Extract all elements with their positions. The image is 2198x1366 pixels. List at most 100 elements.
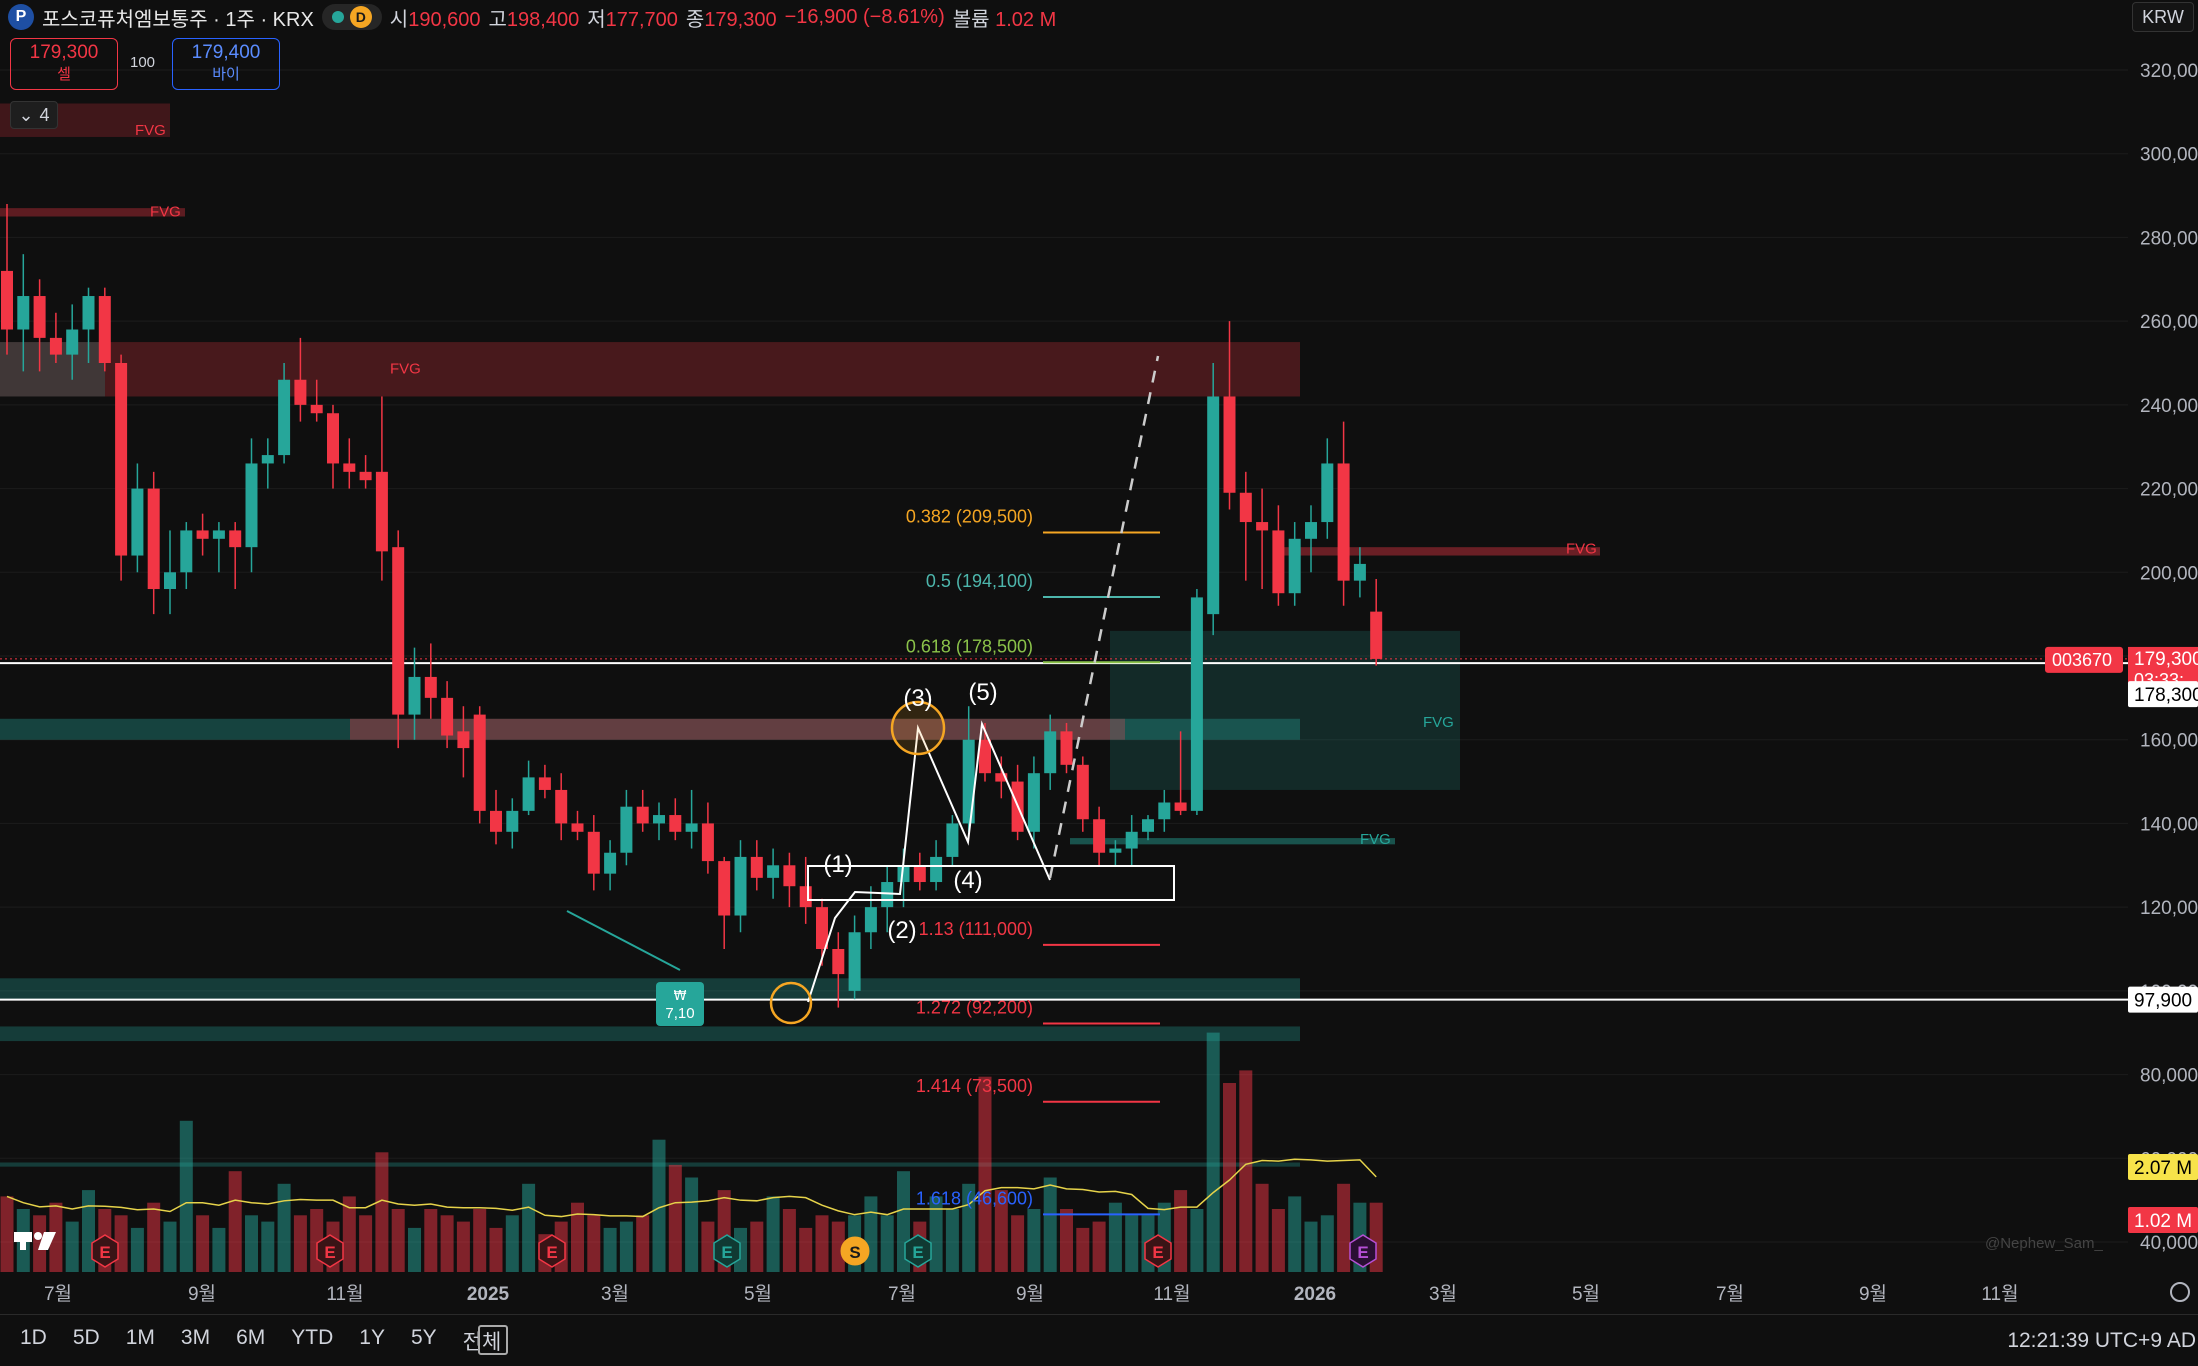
indicator-collapse-button[interactable]: ⌄ 4 — [10, 101, 58, 129]
event-badge-E[interactable]: E — [1349, 1234, 1377, 1268]
candle-body — [1321, 463, 1334, 523]
candle-body — [441, 697, 454, 736]
logo-part — [38, 1232, 56, 1250]
fvg-label: FVG — [1360, 831, 1391, 848]
price-tick-label: 80,000 — [2140, 1066, 2198, 1087]
timeframe-3[interactable]: 3M — [180, 1325, 211, 1349]
volume-bar — [1255, 1183, 1269, 1272]
timeframe-6[interactable]: 1Y — [359, 1325, 385, 1349]
volume-bar — [147, 1202, 161, 1272]
currency-button[interactable]: KRW — [2132, 2, 2194, 32]
dividend-marker[interactable]: 7,10₩ — [656, 982, 704, 1026]
event-badge-E[interactable]: E — [538, 1234, 566, 1268]
candle-body — [946, 823, 959, 857]
sell-button[interactable]: 179,300 셀 — [10, 38, 118, 90]
candle-body — [1093, 819, 1106, 853]
event-badge-E[interactable]: E — [904, 1234, 932, 1268]
volume-bar — [701, 1221, 715, 1272]
event-badge-letter: E — [721, 1243, 732, 1262]
volume-last-tag-bg — [2128, 1207, 2198, 1233]
volume-bar — [33, 1215, 47, 1272]
candle-body — [1353, 563, 1366, 581]
event-badge-E[interactable]: E — [1144, 1234, 1172, 1268]
price-chart[interactable]: FVG FVG FVG FVG FVG FVG 0.382 (209,500) 0.5 (19… — [0, 0, 2198, 1314]
teal-zone — [0, 1162, 1300, 1167]
timeframe-4[interactable]: 6M — [236, 1325, 266, 1349]
price-tick-label: 280,000 — [2140, 228, 2198, 249]
candle-body — [734, 856, 747, 916]
volume-ma-line — [6, 1158, 1377, 1218]
volume-bar — [261, 1221, 275, 1272]
price-tick-label: 320,000 — [2140, 61, 2198, 82]
volume-bar — [815, 1215, 829, 1272]
volume-bar — [391, 1209, 405, 1272]
earnings-icon — [1349, 1234, 1377, 1268]
order-quantity[interactable]: 100 — [130, 54, 156, 71]
ohlc-high: 고198,400 — [488, 8, 580, 31]
line-price-tag: 97,900 — [2134, 991, 2192, 1012]
event-badge-letter: E — [1357, 1243, 1368, 1262]
time-tick-label: 11월 — [326, 1283, 363, 1305]
gear-icon[interactable] — [2170, 1282, 2190, 1302]
volume-bar — [1320, 1215, 1334, 1272]
time-tick-label: 9월 — [1859, 1283, 1887, 1305]
elliott-wave[interactable]: (1) (2) (3) (4) (5) — [769, 355, 1175, 1025]
market-status[interactable]: D — [321, 4, 382, 30]
fib-extension[interactable]: 0.382 (209,500) 0.5 (194,100) 0.618 (178,5… — [906, 507, 1160, 1216]
volume-bar — [685, 1177, 699, 1272]
event-badge-E[interactable]: E — [91, 1234, 119, 1268]
candle-body — [1337, 463, 1350, 581]
candle-body — [913, 865, 926, 883]
dividend-badge — [656, 982, 704, 1026]
clock[interactable]: 12:21:39 UTC+9 — [2007, 1329, 2162, 1352]
adjust-toggle[interactable]: AD — [2166, 1329, 2196, 1352]
timeframe-0[interactable]: 1D — [20, 1325, 47, 1349]
candle-body — [522, 777, 535, 811]
time-tick-label: 9월 — [188, 1283, 216, 1305]
event-badge-E[interactable]: E — [713, 1234, 741, 1268]
event-badge-S[interactable]: S — [840, 1236, 870, 1266]
candle-body — [930, 856, 943, 883]
volume-bar — [49, 1202, 63, 1272]
candle-body — [555, 789, 568, 824]
timeframe-1[interactable]: 5D — [72, 1325, 100, 1349]
price-axis[interactable]: 320,000 300,000 280,000 260,000 240,000 220,0… — [2045, 34, 2198, 1278]
time-axis[interactable]: 7월 9월 11월 2025 3월 5월 7월 9월 11월 2026 3월 5월 7월 9월 11월 — [44, 1282, 2190, 1305]
split-icon — [840, 1236, 870, 1266]
candle-body — [131, 488, 144, 556]
candle-body — [799, 886, 812, 908]
volume-bar — [750, 1221, 764, 1272]
buy-button[interactable]: 179,400 바이 — [172, 38, 280, 90]
volume-bar — [1125, 1215, 1139, 1272]
timeframe-list: 1D 5D 1M 3M 6M YTD 1Y 5Y 전체 — [20, 1326, 501, 1356]
earnings-icon — [1144, 1234, 1172, 1268]
time-tick-label: 11월 — [1981, 1283, 2018, 1305]
event-badge-E[interactable]: E — [316, 1234, 344, 1268]
volume-bar — [1206, 1032, 1220, 1272]
chevron-down-icon: ⌄ — [18, 104, 34, 125]
date-range-icon[interactable] — [478, 1325, 508, 1355]
symbol-title[interactable]: 포스코퓨처엠보통주 · 1주 · KRX — [42, 8, 314, 31]
fib-level-label: 1.414 (73,500) — [916, 1076, 1033, 1096]
volume-bar — [375, 1152, 389, 1272]
candle-body — [1158, 802, 1171, 820]
volume-bar — [1060, 1209, 1073, 1272]
candle-body — [424, 676, 437, 698]
grid — [0, 69, 2128, 1243]
symbol-header: P 포스코퓨처엠보통주 · 1주 · KRX D 시190,600 고198,4… — [8, 2, 1056, 32]
volume-bar — [1190, 1209, 1204, 1272]
timeframe-2[interactable]: 1M — [125, 1325, 155, 1349]
candle-body — [979, 739, 991, 774]
timeframe-8[interactable]: 전체 — [462, 1330, 502, 1354]
time-tick-label: 5월 — [1572, 1283, 1600, 1305]
candle-body — [864, 907, 877, 933]
candles — [1, 203, 1383, 1008]
earnings-icon — [538, 1234, 566, 1268]
volume-bar — [1223, 1083, 1236, 1272]
event-badge-letter: S — [849, 1243, 860, 1262]
timeframe-7[interactable]: 5Y — [410, 1325, 437, 1349]
volume-bar — [0, 1196, 14, 1272]
volume-bar — [782, 1209, 796, 1272]
timeframe-5[interactable]: YTD — [291, 1325, 334, 1349]
